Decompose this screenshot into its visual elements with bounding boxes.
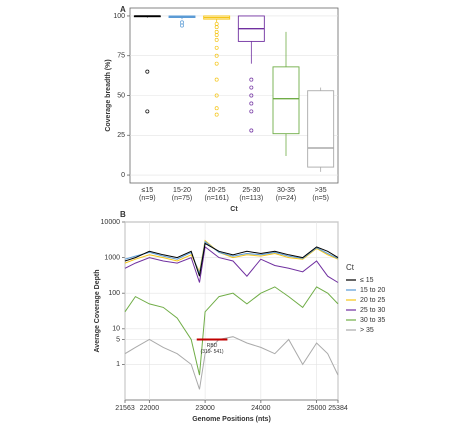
series-line — [124, 240, 339, 276]
x-tick-label: 25384 — [328, 405, 348, 412]
y-tick-label: 75 — [117, 53, 125, 60]
x-axis-label: Ct — [230, 206, 238, 213]
y-tick-label: 10 — [112, 326, 120, 333]
x-tick-sublabel: (n=24) — [276, 195, 296, 202]
outlier — [249, 128, 254, 133]
outlier — [214, 37, 219, 42]
outlier — [249, 85, 254, 90]
legend-label: 25 to 30 — [360, 307, 385, 314]
outlier — [214, 29, 219, 34]
plot-area — [124, 221, 339, 401]
outlier — [249, 109, 254, 114]
outlier — [214, 106, 219, 111]
y-tick-label: 10000 — [101, 219, 121, 226]
legend-label: 15 to 20 — [360, 287, 385, 294]
y-tick-label: 100 — [108, 290, 120, 297]
y-tick-label: 0 — [121, 172, 125, 179]
x-tick-label: 15-20 — [173, 187, 191, 194]
x-tick-label: 25-30 — [242, 187, 260, 194]
x-axis-label: Genome Positions (nts) — [192, 416, 271, 423]
outlier — [249, 93, 254, 98]
x-tick-sublabel: (n=5) — [312, 195, 329, 202]
legend-label: ≤ 15 — [360, 277, 374, 284]
outlier — [145, 109, 150, 114]
outlier — [214, 53, 219, 58]
x-tick-sublabel: (n=161) — [205, 195, 229, 202]
annotation-subtext: (319- 541) — [201, 349, 224, 355]
outlier — [180, 20, 184, 25]
y-axis-label: Coverage breadth (%) — [105, 59, 112, 131]
annotation-text: RBD — [207, 343, 218, 349]
outlier — [214, 33, 219, 37]
box — [272, 66, 300, 135]
outlier — [249, 101, 254, 106]
x-tick-label: 30-35 — [277, 187, 295, 194]
panel-label: A — [120, 5, 126, 14]
x-tick-label: 20-25 — [208, 187, 226, 194]
series-line — [124, 242, 339, 277]
y-tick-label: 100 — [113, 13, 125, 20]
outlier — [145, 69, 150, 74]
outlier — [214, 25, 219, 30]
legend-title: Ct — [346, 263, 355, 272]
series-line — [124, 239, 339, 274]
x-tick-label: 22000 — [140, 405, 160, 412]
outlier — [249, 77, 254, 82]
legend-label: 20 to 25 — [360, 297, 385, 304]
outlier — [214, 112, 219, 117]
box — [307, 90, 335, 168]
outlier — [214, 93, 219, 98]
y-tick-label: 50 — [117, 92, 125, 99]
outlier — [214, 21, 219, 26]
x-tick-label: 24000 — [251, 405, 271, 412]
panel-label: B — [120, 210, 126, 219]
y-tick-label: 5 — [116, 336, 120, 343]
outlier — [214, 45, 219, 50]
x-tick-sublabel: (n=75) — [172, 195, 192, 202]
x-tick-label: 21563 — [115, 405, 135, 412]
outlier — [214, 61, 219, 66]
outlier — [214, 77, 219, 82]
series-line — [124, 286, 339, 376]
x-tick-sublabel: (n=113) — [239, 195, 263, 202]
y-tick-label: 1 — [116, 361, 120, 368]
legend-label: > 35 — [360, 327, 374, 334]
x-tick-label: 25000 — [307, 405, 327, 412]
y-tick-label: 1000 — [104, 254, 120, 261]
x-tick-label: >35 — [315, 187, 327, 194]
x-tick-label: 23000 — [195, 405, 215, 412]
y-axis-label: Average Coverage Depth — [94, 270, 101, 353]
x-tick-label: ≤15 — [142, 187, 154, 194]
series-line — [124, 336, 339, 390]
x-tick-sublabel: (n=9) — [139, 195, 156, 202]
outlier — [180, 23, 184, 28]
series-line — [124, 245, 339, 283]
legend-label: 30 to 35 — [360, 317, 385, 324]
y-tick-label: 25 — [117, 132, 125, 139]
